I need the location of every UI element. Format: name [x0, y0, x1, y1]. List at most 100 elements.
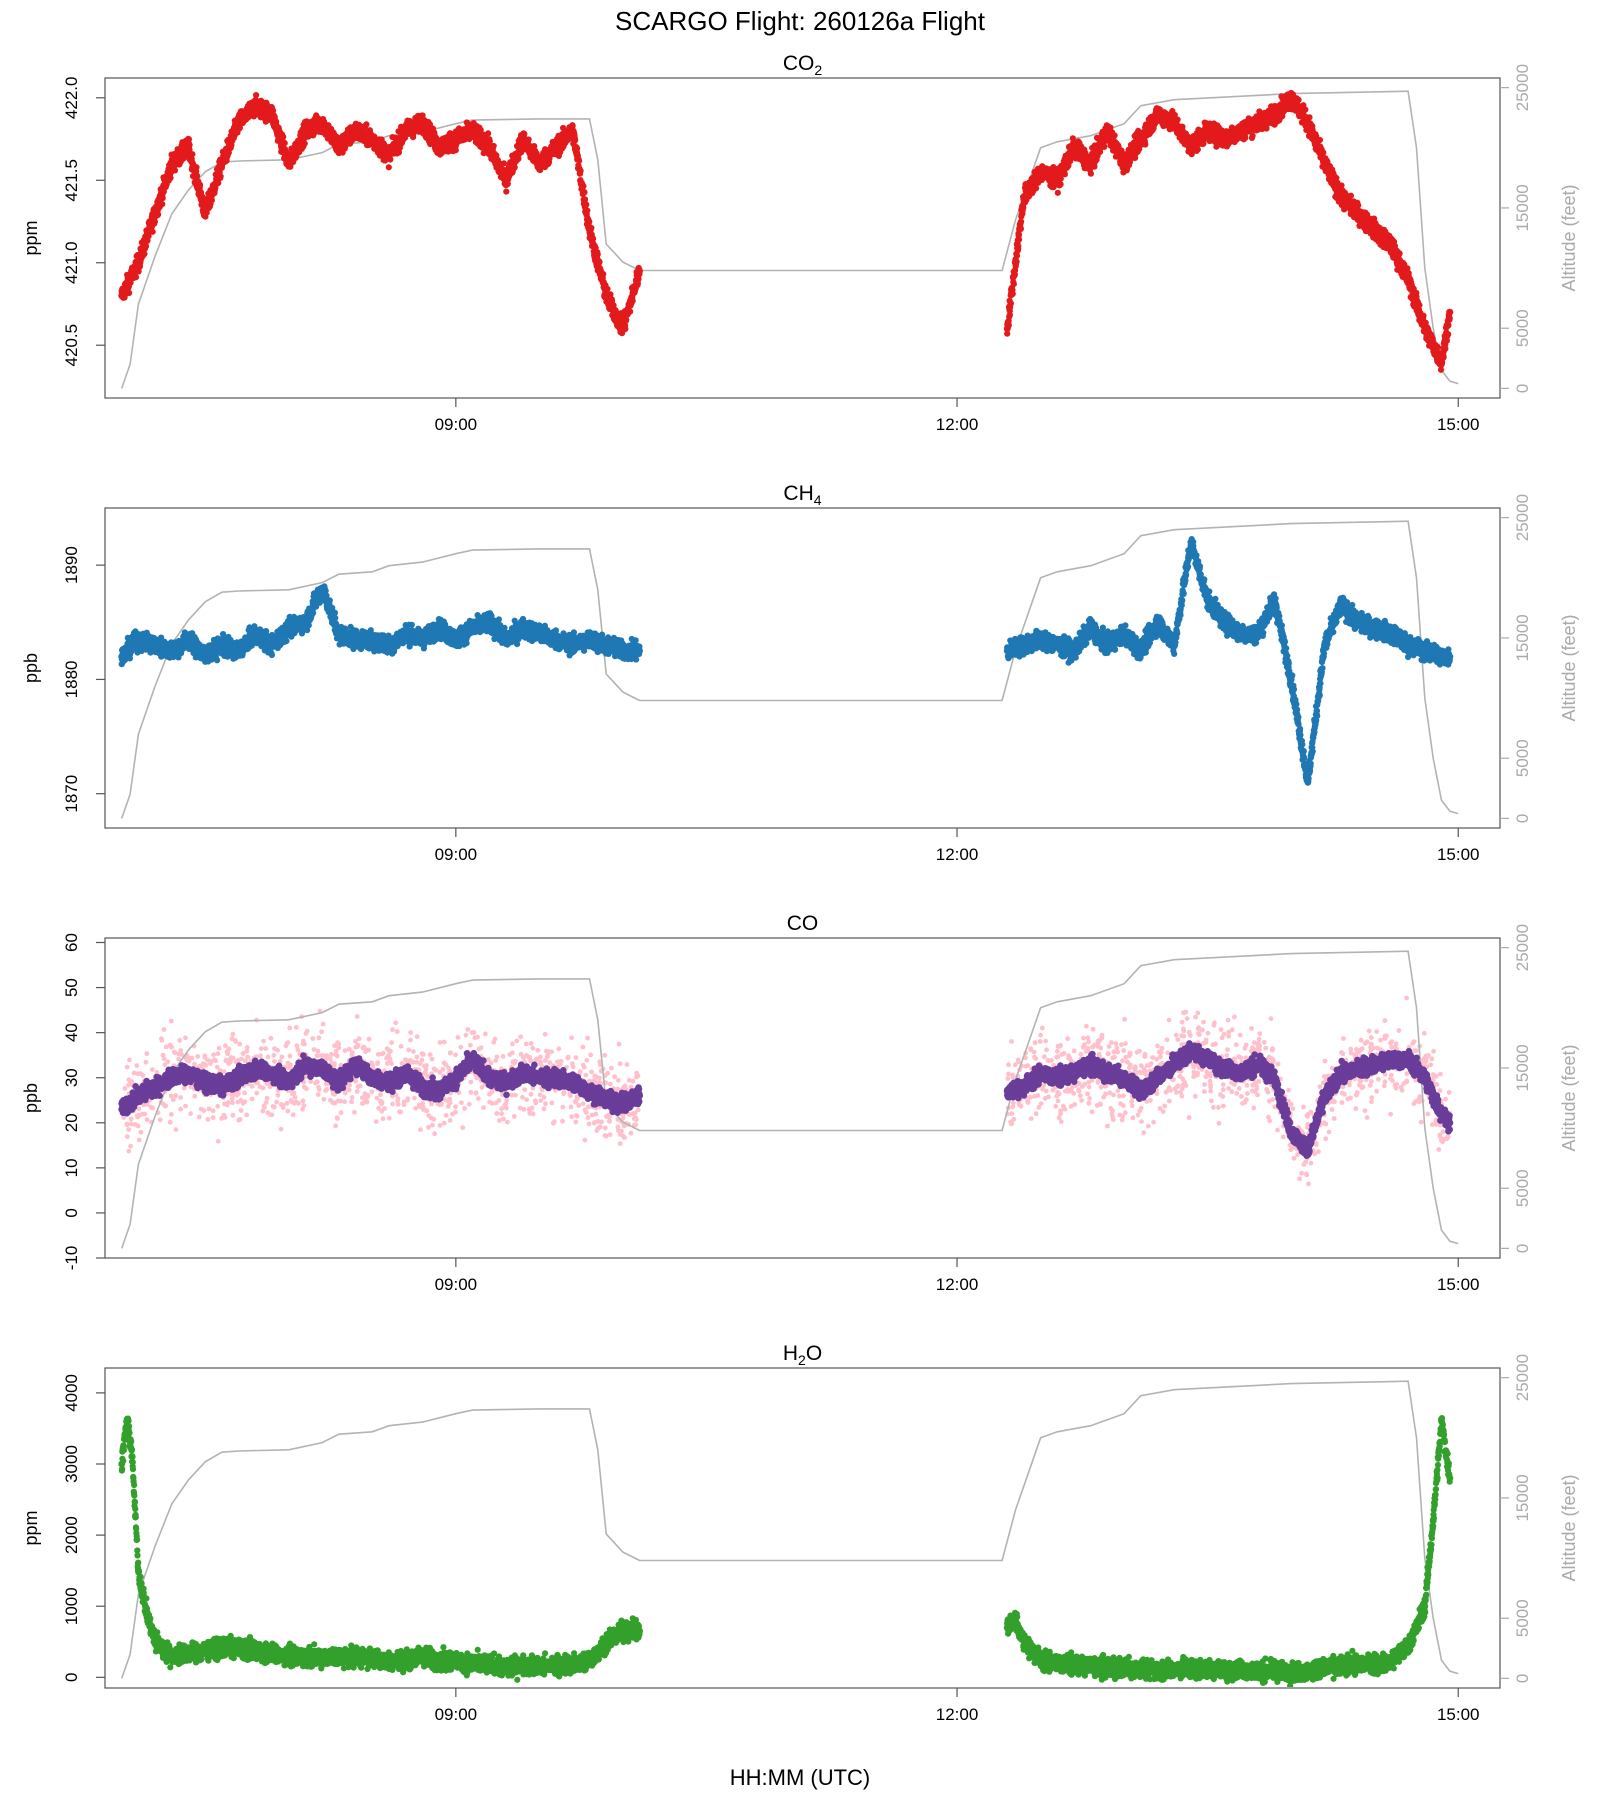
co2-point	[1111, 132, 1118, 139]
co2-point	[1302, 106, 1309, 113]
co2-point	[1010, 281, 1017, 288]
co2-data-point	[469, 127, 476, 135]
co2-point	[151, 218, 158, 225]
co2-point	[135, 268, 142, 275]
co2-point	[167, 174, 174, 182]
co2-data-point	[586, 226, 593, 234]
co2-point	[280, 133, 287, 140]
co2-point	[580, 183, 587, 190]
co2-point	[574, 145, 581, 152]
co2-point	[1194, 146, 1201, 153]
co2-point	[623, 316, 630, 324]
co2-point	[1013, 258, 1020, 265]
co2-point	[1061, 171, 1068, 178]
co2-point	[1295, 96, 1302, 103]
co2-data-point	[185, 143, 192, 151]
co2-point	[511, 164, 518, 171]
co2-data-point	[218, 160, 226, 168]
co2-point	[1054, 189, 1061, 196]
co2-data-point	[502, 176, 510, 184]
co2-data-point	[619, 325, 627, 333]
co2-point	[596, 258, 603, 265]
co2-point	[208, 197, 215, 204]
co2-data-point	[435, 143, 443, 151]
figure-title: SCARGO Flight: 260126a Flight	[615, 6, 986, 36]
co2-point	[301, 140, 308, 147]
co2-point	[199, 193, 206, 200]
co2-data-point	[135, 259, 142, 267]
x-axis-label: HH:MM (UTC)	[730, 1765, 871, 1790]
co2-point	[419, 112, 426, 119]
co2-point	[363, 121, 370, 128]
co2-series-2	[1003, 89, 1454, 373]
co2-point	[1320, 149, 1327, 156]
co2-data-point	[602, 292, 610, 300]
co2-point	[1009, 290, 1016, 298]
co2-point	[1396, 250, 1403, 257]
co2-point	[1142, 141, 1149, 148]
co2-data-point	[552, 143, 560, 151]
co2-data-point	[252, 102, 259, 110]
co2-point	[452, 147, 459, 154]
co2-point	[1007, 300, 1015, 307]
co2-data-point	[118, 292, 126, 300]
co2-point	[485, 130, 492, 137]
co2-point	[586, 218, 593, 225]
co2-point	[1101, 143, 1108, 150]
co2-point	[194, 172, 201, 179]
co2-data-point	[536, 160, 543, 168]
co2-point	[1347, 192, 1354, 199]
co2-point	[385, 164, 392, 171]
co2-point	[215, 179, 222, 187]
co2-point	[572, 137, 579, 144]
co2-data-point	[519, 135, 527, 143]
co2-point	[253, 92, 260, 99]
co2-data-point	[285, 160, 293, 168]
co2-point	[1249, 132, 1256, 139]
co2-point	[1355, 202, 1362, 209]
co2-data-point	[485, 143, 493, 151]
co2-point	[500, 160, 507, 167]
co2-data-point	[385, 152, 393, 159]
co2-data-point	[318, 119, 326, 126]
co2-point	[594, 251, 601, 258]
co2-point	[171, 167, 179, 174]
co2-series-1	[118, 92, 643, 337]
co2-point	[515, 155, 522, 162]
co2-data-point	[402, 127, 410, 135]
co2-data-point	[452, 135, 460, 143]
co2-point	[525, 136, 532, 143]
co2-data-point	[151, 209, 159, 217]
co2-point	[217, 173, 224, 180]
co2-point	[1013, 252, 1021, 259]
co2-point	[1033, 185, 1040, 192]
co2-point	[577, 167, 584, 174]
co2-point	[196, 181, 204, 188]
co2-point	[584, 207, 591, 214]
co2-point	[503, 188, 510, 195]
co2-point	[1338, 182, 1345, 189]
co2-point	[576, 157, 583, 164]
co2-point	[141, 250, 148, 257]
co2-data-point	[235, 119, 243, 126]
co2-data-point	[569, 127, 577, 135]
co2-point	[126, 289, 133, 297]
co2-point	[185, 136, 192, 143]
co2-point	[604, 285, 611, 293]
co2-point	[583, 201, 590, 208]
co2-point	[193, 164, 200, 171]
co2-data-point	[419, 119, 426, 126]
co2-point	[1015, 243, 1022, 250]
co2-point	[1017, 225, 1024, 232]
co2-data-point	[168, 160, 176, 168]
co2-point	[142, 243, 150, 250]
co2-point	[159, 195, 166, 202]
co2-point	[1096, 148, 1104, 155]
co2-point	[600, 271, 607, 278]
co2-point	[1242, 134, 1249, 141]
co2-point	[149, 228, 156, 235]
co2-point	[281, 140, 288, 147]
